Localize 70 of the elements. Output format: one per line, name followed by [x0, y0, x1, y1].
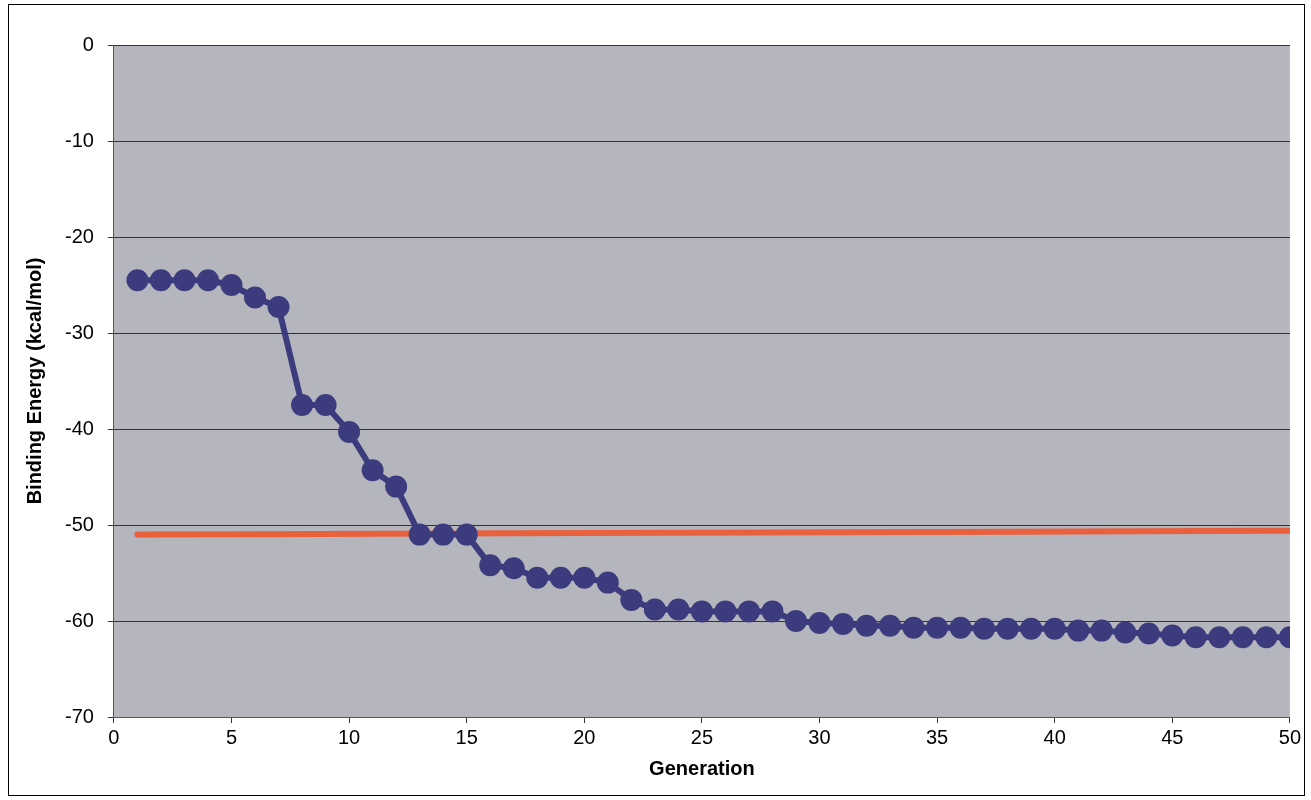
point: [1020, 617, 1043, 640]
point: [690, 600, 713, 623]
y-tick-label: -20: [65, 224, 94, 247]
point: [267, 296, 290, 319]
y-tick-label: -70: [65, 704, 94, 727]
point: [784, 610, 807, 632]
point: [455, 523, 478, 546]
point: [479, 554, 502, 577]
point: [244, 286, 267, 309]
point: [314, 394, 337, 416]
point: [408, 523, 431, 546]
point: [926, 616, 949, 639]
y-tick-label: -60: [65, 608, 94, 631]
x-tick-label: 35: [925, 725, 949, 748]
y-axis-title: Binding Energy (kcal/mol): [22, 257, 45, 505]
x-tick-label: 45: [1161, 725, 1184, 748]
point: [573, 566, 596, 589]
point: [385, 475, 408, 498]
y-tick-label: 0: [82, 32, 94, 55]
x-tick-label: 20: [573, 725, 596, 748]
point: [1161, 624, 1184, 647]
point: [620, 588, 643, 611]
point: [1114, 621, 1137, 644]
point: [173, 269, 196, 292]
x-axis-title: Generation: [649, 756, 755, 779]
y-tick-label: -30: [65, 320, 94, 343]
point: [126, 269, 149, 292]
point: [832, 612, 855, 635]
x-tick-label: 10: [337, 725, 361, 748]
point: [973, 617, 996, 640]
point: [596, 571, 619, 594]
x-tick-label: 25: [690, 725, 714, 748]
point: [643, 598, 666, 621]
point: [361, 459, 384, 482]
y-tick-label: -10: [65, 128, 94, 151]
point: [291, 394, 314, 416]
point: [432, 523, 455, 546]
x-tick-label: 40: [1043, 725, 1066, 748]
point: [149, 269, 172, 292]
point: [737, 600, 760, 623]
point: [949, 616, 972, 639]
point: [1184, 626, 1207, 649]
point: [1043, 617, 1066, 640]
point: [526, 566, 549, 589]
point: [1208, 626, 1231, 649]
x-tick-label: 5: [225, 725, 238, 748]
point: [1255, 626, 1278, 649]
y-tick-label: -40: [65, 416, 94, 439]
point: [1067, 619, 1090, 642]
point: [220, 274, 243, 296]
x-tick-label: 15: [455, 725, 478, 748]
y-tick-label: -50: [65, 512, 94, 535]
point: [1231, 626, 1254, 649]
point: [1090, 619, 1113, 642]
point: [996, 617, 1019, 640]
point: [338, 420, 361, 443]
point: [761, 600, 784, 623]
point: [1137, 622, 1160, 645]
point: [808, 611, 831, 634]
point: [902, 616, 925, 639]
point: [549, 566, 572, 589]
point: [667, 598, 690, 621]
x-tick-label: 30: [808, 725, 831, 748]
point: [855, 614, 878, 637]
x-tick-label: 0: [108, 725, 120, 748]
point: [879, 614, 902, 637]
x-tick-label: 50: [1278, 725, 1301, 748]
point: [714, 600, 737, 623]
point: [196, 269, 219, 292]
point: [502, 557, 525, 580]
